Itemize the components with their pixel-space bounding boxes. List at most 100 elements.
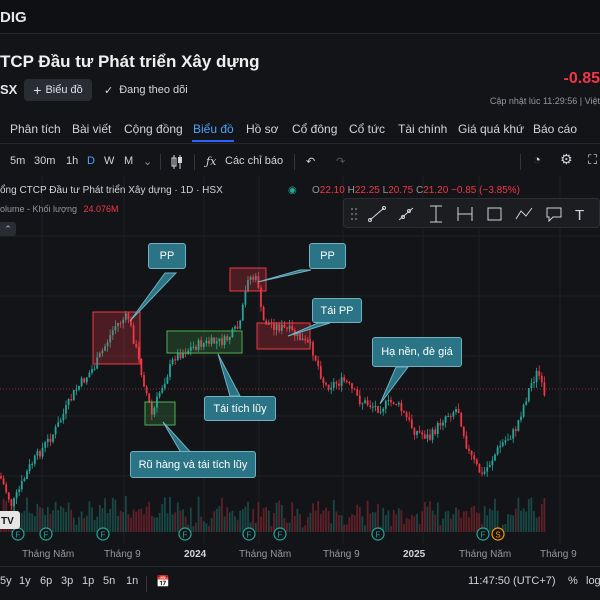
tab-shareholders[interactable]: Cổ đông <box>292 122 338 136</box>
candle-body <box>504 440 507 443</box>
candle-body <box>296 333 299 337</box>
tab-history[interactable]: Giá quá khứ <box>458 122 525 136</box>
range-6p[interactable]: 6p <box>40 575 53 587</box>
volume-bar <box>345 524 348 532</box>
range-5y[interactable]: 5y <box>0 575 12 587</box>
candle-body <box>379 411 382 413</box>
volume-bar <box>301 527 304 532</box>
interval-d[interactable]: D <box>87 155 95 167</box>
volume-bar <box>501 524 504 532</box>
volume-bar <box>507 514 509 532</box>
candle-body <box>481 472 483 474</box>
volume-bar <box>543 498 546 532</box>
x-tick-label: Tháng Năm <box>22 549 75 560</box>
redo-icon[interactable]: ↷ <box>336 156 346 168</box>
volume-bar <box>371 512 374 532</box>
interval-30m[interactable]: 30m <box>34 155 56 167</box>
candle-body <box>496 447 499 455</box>
volume-bar <box>156 517 158 532</box>
main-tabs: Phân tích Bài viết Cộng đồng Biểu đồ Hồ … <box>0 114 600 144</box>
range-1n[interactable]: 1n <box>126 575 139 587</box>
log-toggle[interactable]: log <box>586 575 600 587</box>
range-3p[interactable]: 3p <box>61 575 74 587</box>
volume-bar <box>228 512 231 532</box>
callout-pointer <box>217 353 241 397</box>
tab-articles[interactable]: Bài viết <box>72 122 112 136</box>
volume-bar <box>234 516 236 532</box>
interval-5m[interactable]: 5m <box>10 155 26 167</box>
volume-bar <box>369 513 372 532</box>
annotation-reaccumulation[interactable]: Tái tích lũy <box>204 396 276 421</box>
annotation-pp-1[interactable]: PP <box>148 243 186 269</box>
candle-body <box>486 467 489 472</box>
candle-body <box>405 412 408 418</box>
tab-profile[interactable]: Hồ sơ <box>246 122 279 136</box>
volume-bar <box>265 507 268 532</box>
collapse-legend-button[interactable]: ⌃ <box>0 222 16 236</box>
plus-icon: + <box>33 82 42 98</box>
candle-body <box>163 383 166 389</box>
interval-w[interactable]: W <box>104 155 115 167</box>
volume-bar <box>101 508 104 532</box>
volume-bar <box>70 509 73 532</box>
candle-body <box>286 327 288 329</box>
gear-icon[interactable]: ⚙ <box>560 151 573 167</box>
candle-body <box>153 407 156 415</box>
volume-bar <box>540 504 543 532</box>
comment-icon <box>546 207 562 223</box>
add-chart-button[interactable]: + Biểu đồ <box>24 79 92 101</box>
candle-type-icon[interactable] <box>170 154 184 170</box>
range-5n[interactable]: 5n <box>103 575 116 587</box>
date-range-icon[interactable]: 📅 <box>156 576 170 588</box>
candle-body <box>234 326 236 329</box>
candle-body <box>10 499 13 507</box>
annotation-base-lowering[interactable]: Hạ nền, đè giá <box>372 337 462 367</box>
x-tick-label: Tháng 9 <box>104 549 141 560</box>
volume-bar <box>343 524 346 532</box>
tab-analysis[interactable]: Phân tích <box>10 122 61 136</box>
interval-m[interactable]: M <box>124 155 134 167</box>
volume-bar <box>249 522 252 532</box>
candle-body <box>291 325 294 331</box>
percent-toggle[interactable]: % <box>568 575 578 587</box>
volume-bar <box>85 515 88 532</box>
volume-bar <box>460 517 463 532</box>
undo-icon[interactable]: ↶ <box>306 156 316 168</box>
range-1p[interactable]: 1p <box>82 575 95 587</box>
tab-community[interactable]: Cộng đồng <box>124 122 183 136</box>
candle-body <box>158 392 161 397</box>
indicators-icon[interactable]: ƒx <box>206 155 217 168</box>
candle-body <box>49 438 52 442</box>
candle-body <box>520 416 522 421</box>
annotation-pp-2[interactable]: PP <box>309 243 346 269</box>
indicators-button[interactable]: Các chỉ báo <box>225 155 284 167</box>
volume-bar <box>397 508 400 532</box>
alert-icon[interactable]: ◔ <box>533 152 541 167</box>
volume-bar <box>496 510 499 532</box>
tab-chart[interactable]: Biểu đồ <box>193 122 234 136</box>
volume-bar <box>452 514 455 532</box>
candle-body <box>387 399 390 401</box>
interval-1h[interactable]: 1h <box>66 155 79 167</box>
candle-body <box>400 402 403 412</box>
candle-body <box>236 326 239 329</box>
callout-pointer <box>129 272 178 322</box>
volume-bar <box>358 506 361 532</box>
fullscreen-icon[interactable]: ⛶ <box>588 152 598 167</box>
tab-financials[interactable]: Tài chính <box>398 122 448 136</box>
follow-button[interactable]: ✓ Đang theo dõi <box>104 79 188 101</box>
candle-body <box>202 343 205 348</box>
candle-body <box>132 325 135 344</box>
annotation-retest-pp[interactable]: Tái PP <box>312 298 362 323</box>
candle-body <box>483 471 486 474</box>
volume-bar <box>182 509 184 532</box>
interval-dropdown-icon[interactable]: ⌄ <box>143 156 153 168</box>
company-name: TCP Đầu tư Phát triển Xây dựng <box>0 52 260 71</box>
candle-body <box>80 378 83 386</box>
tab-reports[interactable]: Báo cáo <box>533 122 578 136</box>
volume-bar <box>179 510 182 532</box>
annotation-shakeout[interactable]: Rũ hàng và tái tích lũy <box>130 451 256 478</box>
range-1y[interactable]: 1y <box>19 575 31 587</box>
tab-dividends[interactable]: Cổ tức <box>349 122 386 136</box>
